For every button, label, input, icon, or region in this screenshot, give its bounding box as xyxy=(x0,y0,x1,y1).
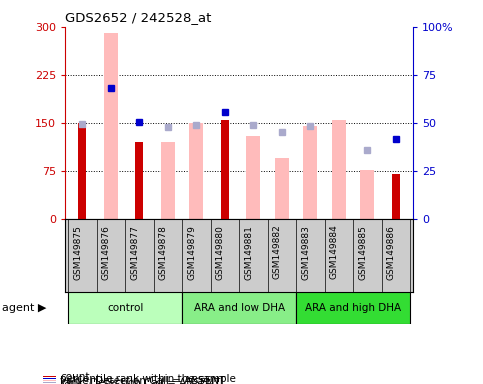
Bar xyxy=(303,126,317,219)
Bar xyxy=(135,142,143,219)
Text: GSM149885: GSM149885 xyxy=(358,225,368,280)
Bar xyxy=(296,292,410,324)
Text: value, Detection Call = ABSENT: value, Detection Call = ABSENT xyxy=(60,376,226,384)
Text: GSM149875: GSM149875 xyxy=(73,225,82,280)
Text: GSM149881: GSM149881 xyxy=(244,225,254,280)
Text: GSM149882: GSM149882 xyxy=(273,225,282,280)
Text: rank, Detection Call = ABSENT: rank, Detection Call = ABSENT xyxy=(60,377,221,384)
Text: control: control xyxy=(107,303,143,313)
Text: GSM149880: GSM149880 xyxy=(216,225,225,280)
Bar xyxy=(43,382,56,383)
Text: GSM149878: GSM149878 xyxy=(159,225,168,280)
Bar xyxy=(104,33,118,219)
Bar xyxy=(43,378,56,379)
Bar xyxy=(189,123,203,219)
Bar xyxy=(392,174,400,219)
Bar xyxy=(360,170,374,219)
Bar xyxy=(68,292,182,324)
Bar xyxy=(275,158,289,219)
Text: GSM149876: GSM149876 xyxy=(102,225,111,280)
Text: GDS2652 / 242528_at: GDS2652 / 242528_at xyxy=(65,11,212,24)
Bar xyxy=(332,120,346,219)
Text: percentile rank within the sample: percentile rank within the sample xyxy=(60,374,236,384)
Text: count: count xyxy=(60,372,90,382)
Text: ARA and high DHA: ARA and high DHA xyxy=(305,303,401,313)
Text: GSM149886: GSM149886 xyxy=(387,225,396,280)
Bar xyxy=(78,123,86,219)
Bar xyxy=(43,380,56,381)
Text: agent ▶: agent ▶ xyxy=(2,303,47,313)
Text: GSM149879: GSM149879 xyxy=(187,225,196,280)
Bar xyxy=(161,142,175,219)
Bar xyxy=(221,120,229,219)
Text: GSM149877: GSM149877 xyxy=(130,225,139,280)
Bar xyxy=(246,136,260,219)
Bar xyxy=(43,376,56,377)
Text: ARA and low DHA: ARA and low DHA xyxy=(194,303,284,313)
Text: GSM149884: GSM149884 xyxy=(330,225,339,280)
Text: GSM149883: GSM149883 xyxy=(301,225,311,280)
Bar xyxy=(182,292,296,324)
